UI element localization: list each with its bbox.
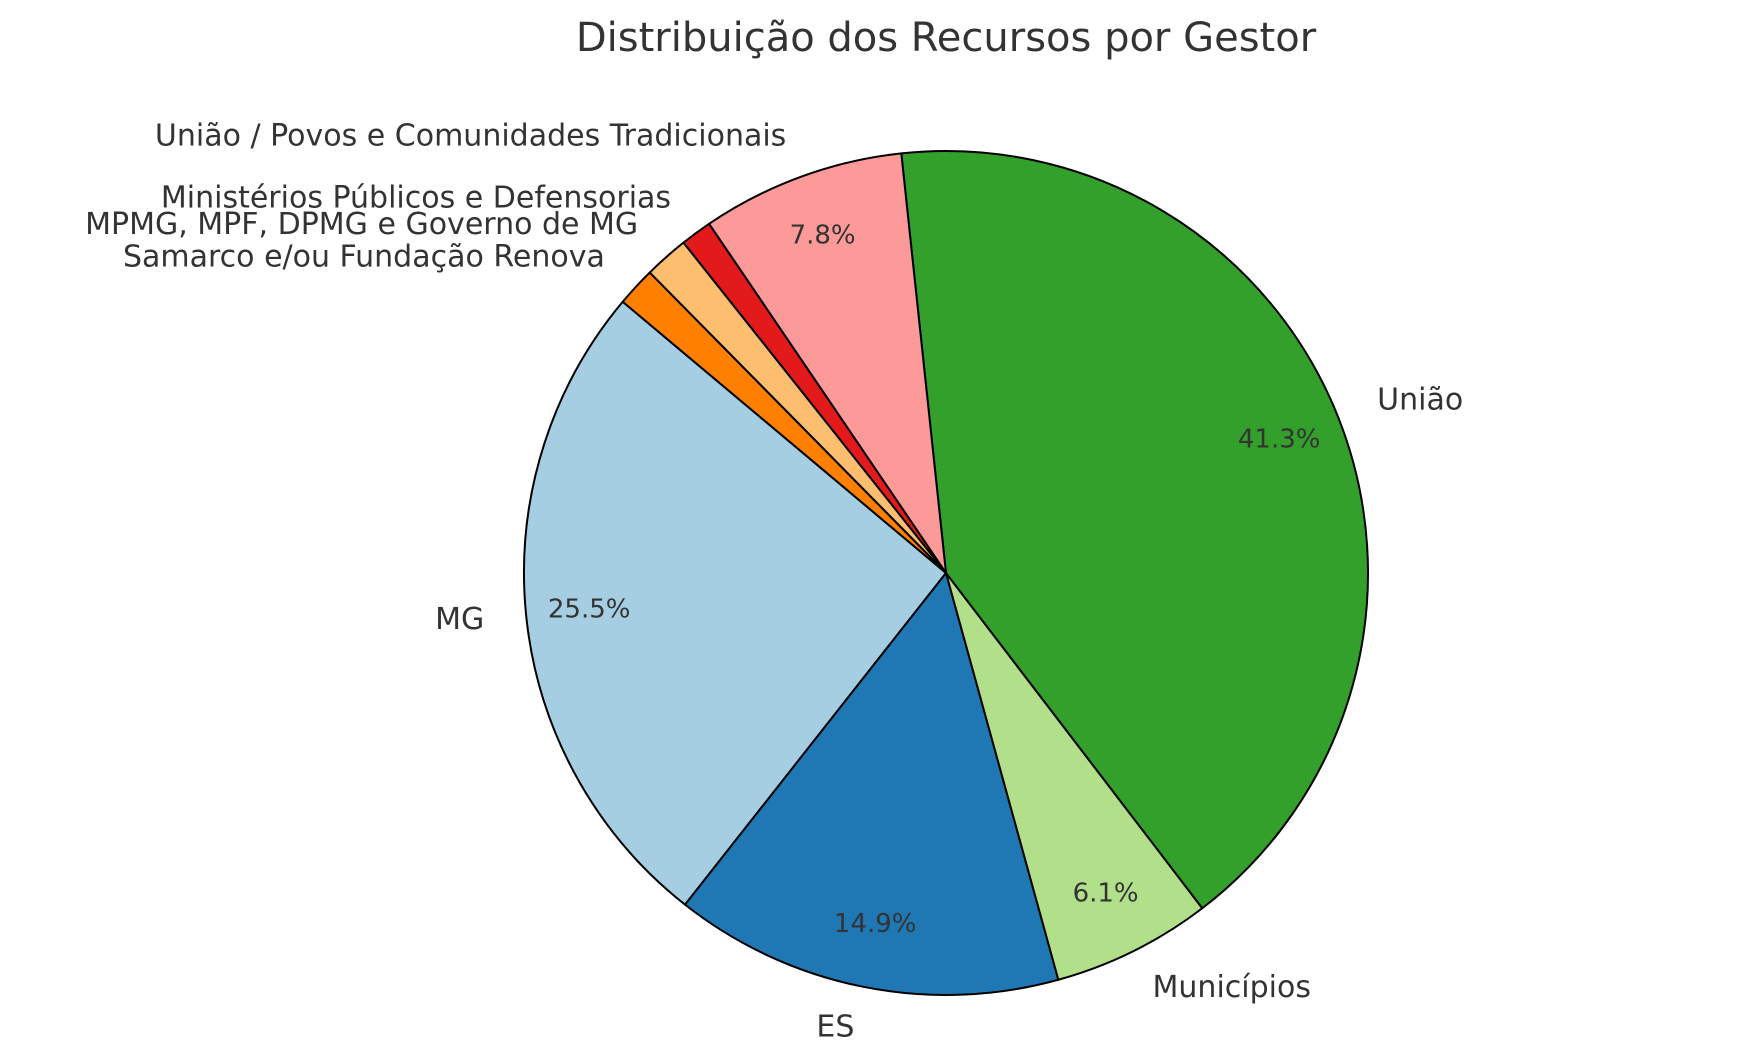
pie-slice (523, 300, 947, 906)
pct-label: 25.5% (548, 594, 631, 624)
pct-label: 7.8% (790, 221, 856, 251)
slice-label: Samarco e/ou Fundação Renova (123, 240, 605, 275)
pie-slice (945, 572, 1204, 981)
pie-slice (684, 572, 1060, 996)
pct-label: 6.1% (1073, 879, 1139, 909)
slice-label: Ministérios Públicos e Defensorias (161, 180, 671, 215)
pct-label: 41.3% (1238, 425, 1321, 455)
pie-slice (708, 152, 947, 574)
pie-slice (621, 271, 947, 574)
slice-label: União / Povos e Comunidades Tradicionais (155, 119, 786, 154)
pct-label: 14.9% (834, 909, 917, 939)
slice-label: MG (435, 602, 484, 637)
slice-label: Municípios (1153, 970, 1311, 1005)
slice-label: União (1377, 383, 1463, 418)
slice-label: MPMG, MPF, DPMG e Governo de MG (85, 207, 638, 242)
pie-slice (900, 150, 1369, 910)
chart-title: Distribuição dos Recursos por Gestor (576, 15, 1317, 61)
slice-label: ES (816, 1010, 854, 1045)
